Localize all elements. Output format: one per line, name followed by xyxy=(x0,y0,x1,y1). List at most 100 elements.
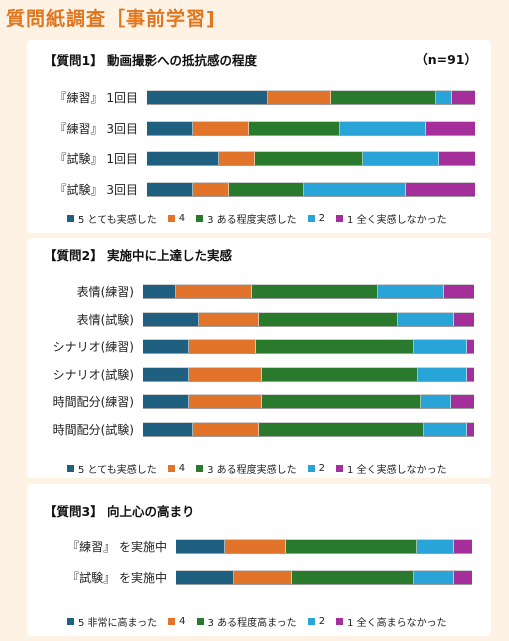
bar-segment-5 xyxy=(176,571,234,584)
bar-segment-1 xyxy=(467,422,474,436)
legend-swatch xyxy=(67,465,74,472)
category-label: 『試験』 3回目 xyxy=(54,182,138,197)
legend-swatch xyxy=(67,618,74,625)
bar-segment-4 xyxy=(192,422,259,436)
legend-label: 2 xyxy=(318,616,326,627)
bar-segment-4 xyxy=(176,285,253,298)
bar-segment-2 xyxy=(417,540,454,553)
legend-swatch xyxy=(307,465,315,472)
bar-segment-2 xyxy=(413,571,454,584)
legend-item: 4 xyxy=(167,463,186,474)
legend-swatch xyxy=(196,215,204,222)
legend-swatch xyxy=(336,215,344,222)
bar-segment-3 xyxy=(330,91,436,104)
stacked-bar xyxy=(143,339,474,354)
bar-segment-3 xyxy=(291,571,414,584)
bar-segment-2 xyxy=(397,312,455,326)
legend-item: 4 xyxy=(168,616,186,627)
bar-segment-1 xyxy=(438,152,475,165)
legend-item: 1 全く高まらなかった xyxy=(336,614,447,629)
bar-segment-5 xyxy=(176,540,225,553)
bar-segment-1 xyxy=(453,540,472,553)
bar-segment-5 xyxy=(143,340,190,353)
category-label: 時間配分(試験) xyxy=(52,422,134,437)
legend-swatch xyxy=(196,465,204,472)
bar-segment-4 xyxy=(268,91,331,104)
bar-segment-4 xyxy=(189,367,263,381)
bar-segment-4 xyxy=(219,152,256,165)
question-1-chart: 【質問1】 動画撮影への抵抗感の程度 （n=91） 『練習』 1回目 『練習』 3… xyxy=(27,40,491,233)
legend-label: 3 ある程度実感した xyxy=(207,215,297,226)
bar-segment-3 xyxy=(262,367,418,381)
bar-segment-2 xyxy=(377,285,445,298)
legend-label: 4 xyxy=(178,213,186,224)
bar-segment-5 xyxy=(147,121,193,135)
legend-item: 5 とても実感した xyxy=(67,461,157,476)
bar-segment-5 xyxy=(147,152,220,165)
legend-item: 4 xyxy=(167,213,186,224)
category-label: 表情(試験) xyxy=(76,312,134,327)
bar-segment-2 xyxy=(424,422,468,436)
legend-label: 4 xyxy=(178,463,186,474)
bar-segment-2 xyxy=(421,395,451,408)
stacked-bar xyxy=(147,181,475,197)
bar-segment-4 xyxy=(192,121,249,135)
legend-item: 2 xyxy=(307,616,326,627)
category-label: シナリオ(試験) xyxy=(52,367,134,382)
legend-label: 1 全く高まらなかった xyxy=(347,618,447,629)
legend-swatch xyxy=(67,215,74,222)
legend-label: 2 xyxy=(318,463,326,474)
chart-title: 【質問2】 実施中に上達した実感 xyxy=(44,248,233,263)
question-2-chart: 【質問2】 実施中に上達した実感 表情(練習) 表情(試験) シナリオ(練習) シナリ… xyxy=(27,238,491,478)
bar-segment-5 xyxy=(143,367,190,381)
bar-segment-2 xyxy=(363,152,439,165)
bar-segment-4 xyxy=(233,571,292,584)
category-label: 『練習』 1回目 xyxy=(54,91,138,105)
legend-label: 4 xyxy=(179,616,186,627)
legend-item: 3 ある程度実感した xyxy=(196,211,297,226)
legend-swatch xyxy=(336,618,344,625)
sample-size-label: （n=91） xyxy=(415,52,477,67)
legend-item: 5 とても実感した xyxy=(67,211,157,226)
bar-segment-5 xyxy=(143,312,200,326)
bar-segment-4 xyxy=(189,340,256,353)
bar-segment-4 xyxy=(192,182,229,196)
bar-segment-3 xyxy=(255,152,364,165)
bar-segment-3 xyxy=(252,285,378,298)
legend-swatch xyxy=(196,618,204,625)
legend-label: 3 ある程度実感した xyxy=(207,465,297,476)
category-label: 『練習』 を実施中 xyxy=(67,540,167,554)
category-label: 『練習』 3回目 xyxy=(54,121,138,136)
bar-segment-3 xyxy=(228,182,305,196)
stacked-bar xyxy=(143,366,474,382)
legend-swatch xyxy=(307,618,315,625)
legend-label: 1 全く実感しなかった xyxy=(347,465,447,476)
bar-segment-4 xyxy=(224,540,286,553)
bar-segment-4 xyxy=(199,312,259,326)
stacked-bar xyxy=(143,394,474,409)
chart-legend: 5 とても実感した 4 3 ある程度実感した 2 1 全く実感しなかった xyxy=(67,461,447,476)
bar-segment-5 xyxy=(143,285,177,298)
bar-segment-3 xyxy=(258,422,425,436)
stacked-bar xyxy=(143,284,474,299)
legend-label: 1 全く実感しなかった xyxy=(347,215,447,226)
bar-segment-2 xyxy=(417,367,468,381)
category-label: シナリオ(練習) xyxy=(52,340,134,354)
bar-segment-2 xyxy=(414,340,468,353)
page-title: 質問紙調査［事前学習] xyxy=(6,8,216,30)
legend-item: 1 全く実感しなかった xyxy=(336,461,447,476)
bar-segment-4 xyxy=(189,395,263,408)
stacked-bar xyxy=(147,151,475,166)
legend-swatch xyxy=(167,465,175,472)
bar-segment-3 xyxy=(258,312,398,326)
legend-label: 2 xyxy=(318,213,326,224)
question-3-chart: 【質問3】 向上心の高まり 『練習』 を実施中 『試験』 を実施中 5 非常に高まっ… xyxy=(27,484,491,636)
legend-swatch xyxy=(167,215,175,222)
stacked-bar xyxy=(176,570,472,585)
bar-segment-2 xyxy=(340,121,426,135)
bar-segment-1 xyxy=(444,285,474,298)
legend-item: 2 xyxy=(307,463,326,474)
stacked-bar xyxy=(143,421,474,437)
bar-segment-5 xyxy=(143,422,193,436)
category-label: 『試験』 を実施中 xyxy=(67,571,167,585)
